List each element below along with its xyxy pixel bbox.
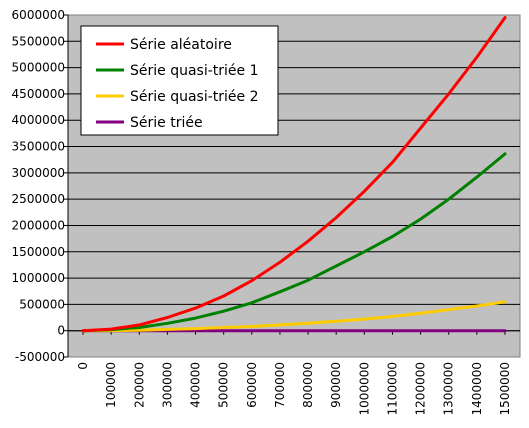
y-tick-label: 0 <box>57 324 65 338</box>
x-tick-label: 0 <box>76 362 90 370</box>
y-tick-label: 1000000 <box>12 271 65 285</box>
x-tick-label: 500000 <box>217 362 231 408</box>
y-tick-label: 2500000 <box>12 192 65 206</box>
y-tick-label: 1500000 <box>12 245 65 259</box>
y-tick-label: -500000 <box>15 350 65 364</box>
x-tick-label: 1500000 <box>498 362 512 415</box>
x-tick-label: 1000000 <box>357 362 371 415</box>
x-tick-label: 700000 <box>273 362 287 408</box>
x-tick-label: 800000 <box>301 362 315 408</box>
legend-label: Série aléatoire <box>130 37 232 53</box>
y-tick-label: 2000000 <box>12 218 65 232</box>
legend-label: Série quasi-triée 2 <box>130 89 259 105</box>
y-tick-label: 4000000 <box>12 113 65 127</box>
series-line <box>81 300 507 333</box>
x-tick-label: 100000 <box>104 362 118 408</box>
y-tick-label: 6000000 <box>12 8 65 22</box>
y-tick-label: 3500000 <box>12 140 65 154</box>
x-tick-label: 1100000 <box>385 362 399 415</box>
legend: Série aléatoire Série quasi-triée 1 Série … <box>80 25 279 136</box>
legend-label: Série quasi-triée 1 <box>130 63 259 79</box>
y-tick-label: 5000000 <box>12 61 65 75</box>
x-axis: 0 100000 200000 300000 400000 500000 600000 700… <box>68 330 520 415</box>
y-tick-label: 500000 <box>19 297 65 311</box>
x-tick-label: 1200000 <box>414 362 428 415</box>
x-tick-label: 1400000 <box>470 362 484 415</box>
x-tick-label: 300000 <box>160 362 174 408</box>
x-tick-label: 200000 <box>132 362 146 408</box>
x-tick-label: 600000 <box>245 362 259 408</box>
y-tick-label: 5500000 <box>12 34 65 48</box>
y-axis: -500000 0 500000 1000000 1500000 2000000 25000… <box>12 8 69 364</box>
x-tick-label: 1300000 <box>442 362 456 415</box>
series-line <box>81 152 507 333</box>
series-lines <box>81 16 507 333</box>
y-tick-label: 3000000 <box>12 166 65 180</box>
series-line <box>81 16 507 333</box>
y-tick-label: 4500000 <box>12 87 65 101</box>
x-tick-label: 400000 <box>189 362 203 408</box>
legend-label: Série triée <box>130 115 203 131</box>
x-tick-label: 900000 <box>329 362 343 408</box>
